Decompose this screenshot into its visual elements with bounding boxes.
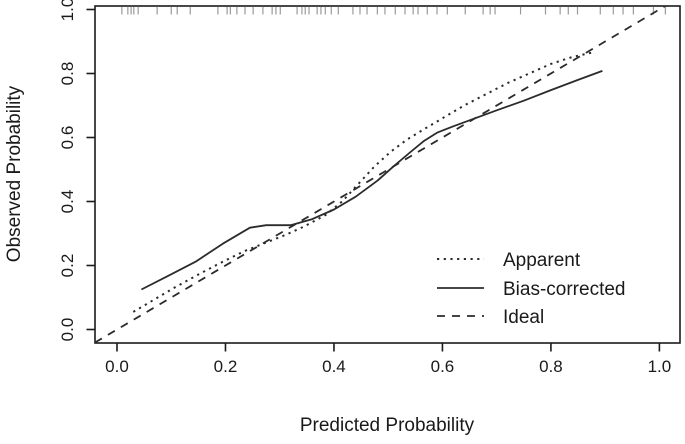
y-tick-label: 0.0 [58, 318, 77, 342]
legend-apparent-label: Apparent [503, 250, 581, 271]
y-tick-label: 0.2 [58, 254, 77, 278]
legend-bias-corrected-label: Bias-corrected [503, 279, 626, 300]
data-series [94, 5, 666, 344]
legend-ideal-label: Ideal [503, 307, 544, 328]
series-bias-corrected-line [140, 70, 603, 291]
x-tick-label: 1.0 [648, 357, 672, 376]
series-ideal-line [94, 5, 666, 344]
legend: Apparent Bias-corrected Ideal [437, 250, 626, 328]
x-tick-label: 0.0 [105, 357, 129, 376]
y-tick-label: 0.4 [58, 190, 77, 214]
y-axis-title: Observed Probability [4, 85, 25, 262]
series-apparent-line [132, 51, 592, 313]
x-axis-title: Predicted Probability [300, 415, 475, 436]
y-tick-label: 0.6 [58, 126, 77, 150]
y-tick-label: 0.8 [58, 62, 77, 86]
plot-area-border [94, 5, 681, 344]
x-tick-label: 0.2 [214, 357, 238, 376]
rug-marks [121, 6, 666, 15]
x-tick-label: 0.8 [539, 357, 563, 376]
x-axis-ticks: 0.0 0.2 0.4 0.6 0.8 1.0 [105, 343, 671, 376]
x-tick-label: 0.4 [322, 357, 346, 376]
y-axis-ticks: 0.0 0.2 0.4 0.6 0.8 1.0 [58, 0, 95, 341]
y-tick-label: 1.0 [58, 0, 77, 21]
x-tick-label: 0.6 [431, 357, 455, 376]
